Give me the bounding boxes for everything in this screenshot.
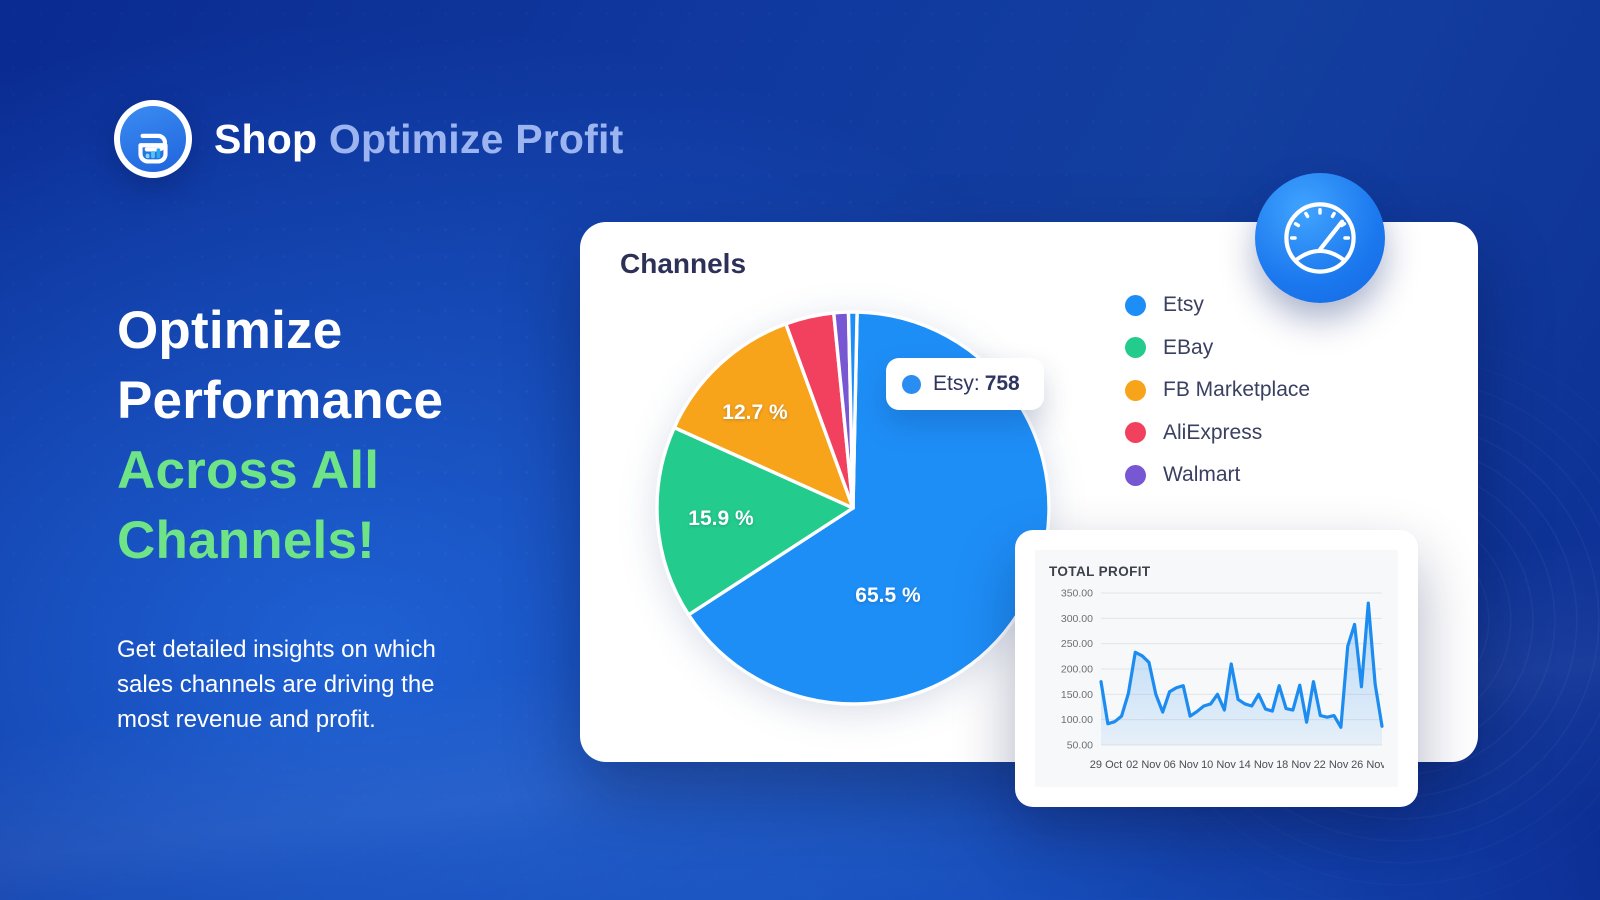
app-title-profit: Profit (515, 115, 624, 162)
legend-dot (1125, 379, 1146, 401)
tooltip-text: Etsy: 758 (933, 372, 1020, 396)
svg-text:350.00: 350.00 (1061, 588, 1093, 600)
pie-label-etsy: 65.5 % (855, 584, 921, 607)
shopping-basket-icon (138, 133, 168, 164)
svg-text:18 Nov: 18 Nov (1276, 759, 1311, 771)
hero-section: Optimize Performance Across All Channels… (117, 296, 537, 737)
svg-text:02 Nov: 02 Nov (1126, 759, 1161, 771)
legend-item-fb-marketplace[interactable]: FB Marketplace (1125, 369, 1310, 412)
svg-text:26 Nov: 26 Nov (1351, 759, 1384, 771)
legend-label: EBay (1163, 335, 1214, 359)
channels-card-title: Channels (620, 248, 747, 279)
svg-text:100.00: 100.00 (1061, 714, 1093, 726)
pie-label-fb-marketplace: 12.7 % (722, 401, 788, 424)
svg-text:50.00: 50.00 (1067, 740, 1093, 752)
legend-item-walmart[interactable]: Walmart (1125, 454, 1310, 497)
total-profit-title: TOTAL PROFIT (1049, 564, 1151, 579)
svg-text:200.00: 200.00 (1061, 664, 1093, 676)
hero-heading-line2: Performance (117, 371, 444, 430)
legend-item-etsy[interactable]: Etsy (1125, 284, 1310, 327)
svg-text:250.00: 250.00 (1061, 638, 1093, 650)
legend-item-aliexpress[interactable]: AliExpress (1125, 412, 1310, 455)
svg-text:22 Nov: 22 Nov (1314, 759, 1349, 771)
hero-heading: Optimize Performance Across All Channels… (117, 296, 537, 576)
svg-text:150.00: 150.00 (1061, 689, 1093, 701)
legend-label: AliExpress (1163, 420, 1263, 444)
hero-heading-line1: Optimize (117, 301, 343, 360)
hero-heading-line4: Channels! (117, 511, 376, 570)
speedometer-icon (1284, 202, 1356, 274)
tooltip-label: Etsy: (933, 372, 980, 395)
svg-text:06 Nov: 06 Nov (1164, 759, 1199, 771)
app-title-optimize: Optimize (328, 115, 504, 162)
total-profit-line-chart: 350.00 300.00 250.00 200.00 150.00 100.00 50.0… (1061, 588, 1387, 772)
legend-dot (1125, 337, 1146, 359)
speedometer-badge (1255, 173, 1385, 303)
total-profit-panel: TOTAL PROFIT 350.00 300.00 250.00 200.00 150… (1035, 550, 1398, 787)
app-title: Shop Optimize Profit (214, 116, 623, 163)
legend-label: FB Marketplace (1163, 378, 1311, 402)
legend-label: Walmart (1163, 463, 1241, 487)
tooltip-series-dot (902, 374, 921, 394)
tooltip-value: 758 (984, 372, 1020, 395)
total-profit-card: TOTAL PROFIT 350.00 300.00 250.00 200.00 150… (1015, 530, 1418, 807)
legend-dot (1125, 294, 1146, 316)
pie-label-ebay: 15.9 % (688, 507, 754, 530)
legend-dot (1125, 422, 1146, 444)
legend-item-ebay[interactable]: EBay (1125, 327, 1310, 370)
pie-legend: Etsy EBay FB Marketplace AliExpress Walmart (1125, 284, 1310, 497)
legend-label: Etsy (1163, 293, 1204, 317)
svg-text:10 Nov: 10 Nov (1201, 759, 1236, 771)
app-logo (114, 100, 192, 178)
svg-text:300.00: 300.00 (1061, 613, 1093, 625)
pie-tooltip: Etsy: 758 (886, 358, 1044, 410)
hero-subtitle: Get detailed insights on which sales cha… (117, 636, 436, 733)
brand: Shop Optimize Profit (114, 100, 623, 178)
app-title-shop: Shop (214, 115, 318, 162)
svg-text:14 Nov: 14 Nov (1239, 759, 1274, 771)
legend-dot (1125, 464, 1146, 486)
svg-text:29 Oct: 29 Oct (1090, 759, 1122, 771)
hero-heading-line3: Across All (117, 441, 380, 500)
